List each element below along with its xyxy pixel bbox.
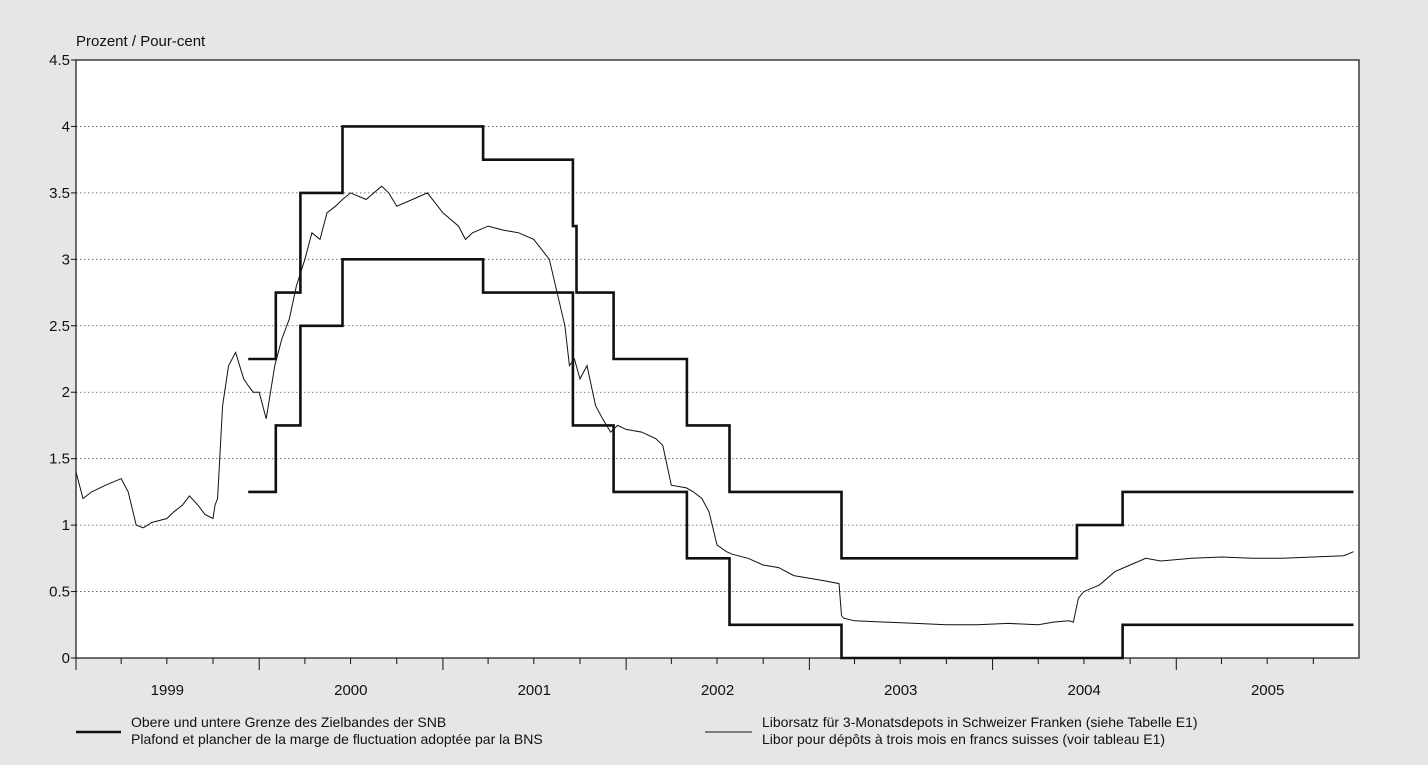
band-lower-line (248, 257, 1354, 660)
y-tick-label: 2 (62, 384, 70, 401)
y-tick-label: 3.5 (49, 185, 70, 202)
y-axis-label: Prozent / Pour-cent (76, 33, 206, 50)
y-tick-label: 0 (62, 650, 70, 667)
series-layer (75, 125, 1354, 660)
legend-label-libor-de: Liborsatz für 3-Monatsdepots in Schweize… (762, 714, 1198, 730)
x-tick-label: 2005 (1251, 682, 1284, 699)
legend-label-band-fr: Plafond et plancher de la marge de fluct… (131, 731, 543, 747)
y-tick-label: 1.5 (49, 451, 70, 468)
plot-frame (75, 59, 1360, 659)
legend-label-band-de: Obere und untere Grenze des Zielbandes d… (131, 714, 446, 730)
y-tick-label: 1 (62, 517, 70, 534)
y-tick-label: 0.5 (49, 584, 70, 601)
band-upper-line (248, 125, 1354, 560)
x-tick-label: 2004 (1067, 682, 1100, 699)
legend-label-libor-fr: Libor pour dépôts à trois mois en francs… (762, 731, 1165, 747)
y-tick-label: 3 (62, 251, 70, 268)
x-tick-label: 2003 (884, 682, 917, 699)
x-tick-label: 2000 (334, 682, 367, 699)
x-tick-label: 1999 (151, 682, 184, 699)
x-tick-label: 2002 (701, 682, 734, 699)
axis-ticks (75, 658, 1314, 670)
legend: Obere und untere Grenze des Zielbandes d… (76, 714, 1198, 747)
y-tick-labels: 0 0.5 1 1.5 2 2.5 3 3.5 4 4.5 (49, 52, 70, 667)
y-tick-label: 2.5 (49, 318, 70, 335)
x-tick-labels: 1999 2000 2001 2002 2003 2004 2005 (151, 682, 1285, 699)
libor-line (75, 185, 1354, 626)
x-tick-label: 2001 (518, 682, 551, 699)
y-tick-label: 4.5 (49, 52, 70, 69)
y-tick-label: 4 (62, 118, 70, 135)
grid-lines (71, 59, 1359, 659)
